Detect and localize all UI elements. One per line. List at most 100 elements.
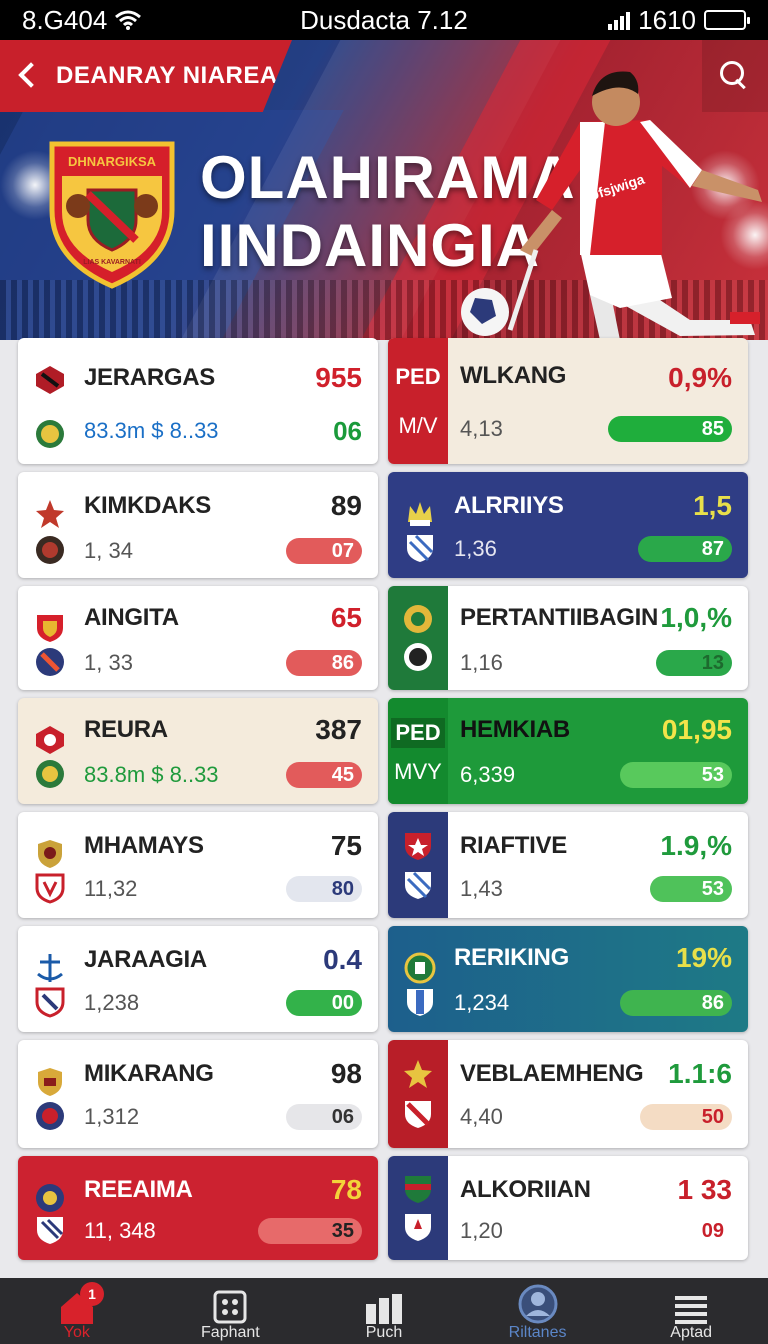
grid-icon [213,1290,247,1324]
status-battery-text: 1610 [638,4,696,35]
team-stat: 11,32 [84,876,138,901]
search-button[interactable] [702,40,768,112]
team-score: 65 [330,602,362,633]
right-card-6[interactable]: RERIKING 19% 1,234 86 [388,926,748,1032]
shield-icon [405,1101,431,1128]
right-card-7[interactable]: VEBLAEMHENG 1.1:6 4,40 50 [388,1040,748,1148]
team-stat: 1,36 [454,536,497,561]
shield-icon [405,832,431,860]
team-name: RERIKING [454,944,569,971]
right-card-4[interactable]: PED MVY HEMKIAB 01,95 6,339 53 [388,698,748,804]
team-stat: 4,40 [460,1104,503,1129]
team-name: PERTANTIIBAGIN [460,604,659,631]
hero-title-line2: IINDAINGIA [200,212,540,279]
left-card-3[interactable]: AINGITA 65 1, 33 86 [18,586,378,690]
crest-icon [36,648,64,676]
team-name: ALRRIIYS [454,492,564,519]
left-card-4[interactable]: REURA 387 83.8m $ 8..33 45 [18,698,378,804]
team-stat-pill: 86 [620,990,732,1016]
team-stat-pill: 53 [620,762,732,788]
club-crest-logo: DHNARGIKSA LIAS KAVARNATI [49,141,175,289]
nav-item-stats[interactable]: Puch [307,1278,461,1344]
nav-label: Puch [365,1324,403,1341]
hero-banner: DEANRAY NIAREA DHNARGIKSA LIAS KAVARNATI… [0,40,768,340]
right-card-2[interactable]: ALRRIIYS 1,5 1,36 87 [388,472,748,578]
team-stat-pill: 13 [656,650,732,676]
battery-icon [704,10,750,30]
team-stat: 4,13 [460,416,503,441]
profile-icon [518,1284,558,1324]
crest-icon [404,605,432,633]
right-card-8[interactable]: ALKORIIAN 1 33 1,20 09 [388,1156,748,1260]
tag-mv: MVY [394,758,442,784]
signal-icon [608,10,631,30]
status-bar: 8.G404 Dusdacta 7.12 1610 [0,0,768,40]
crest-icon [38,840,62,868]
back-icon[interactable] [16,63,42,89]
right-card-5[interactable]: RIAFTIVE 1.9,% 1,43 53 [388,812,748,918]
nav-item-profile[interactable]: Riltanes [461,1278,615,1344]
crest-icon [405,1176,431,1203]
crown-icon [408,502,432,526]
team-stat: 1, 34 [84,538,133,563]
left-card-1[interactable]: JERARGAS 955 83.3m $ 8..33 06 [18,338,378,464]
team-name: RIAFTIVE [460,832,567,859]
team-stat-pill: 85 [608,416,732,442]
team-stat: 1, 33 [84,650,133,675]
team-stat: 1,43 [460,876,503,901]
team-stat-pill: 35 [258,1218,362,1244]
team-name: REEAIMA [84,1176,193,1203]
shield-icon [37,1217,64,1244]
team-badge-icon [36,366,64,394]
left-card-5[interactable]: MHAMAYS 75 11,32 80 [18,812,378,918]
tag-mv: M/V [398,412,438,438]
team-score: 1,5 [693,490,732,521]
team-name: REURA [84,716,168,743]
team-score: 1.9,% [660,830,732,861]
nav-item-menu[interactable]: Aptad [614,1278,768,1344]
left-card-7[interactable]: MIKARANG 98 1,312 06 [18,1040,378,1148]
menu-icon [675,1296,708,1324]
team-name: WLKANG [460,362,567,389]
right-card-1[interactable]: PED M/V WLKANG 0,9% 4,13 85 [388,338,748,464]
header-bar: DEANRAY NIAREA [0,40,292,112]
header-title: DEANRAY NIAREA [56,62,278,89]
svg-text:DHNARGIKSA: DHNARGIKSA [68,154,157,169]
tag-ped: PED [395,363,441,389]
crest-icon [36,1102,64,1130]
team-name: HEMKIAB [460,716,570,743]
right-card-3[interactable]: PERTANTIIBAGIN 1,0,% 1,16 13 [388,586,748,690]
status-carrier: 8.G404 [22,4,108,35]
team-stat: 1,312 [84,1104,140,1129]
team-stat-pill: 86 [286,650,362,676]
team-score: 89 [330,490,362,521]
nav-item-grid[interactable]: Faphant [154,1278,308,1344]
team-score: 1,0,% [660,602,732,633]
team-name: AINGITA [84,604,179,631]
left-card-8[interactable]: REEAIMA 78 11, 348 35 [18,1156,378,1260]
team-score: 98 [330,1058,362,1089]
team-stat: 83.8m $ 8..33 [84,762,219,787]
svg-text:LIAS KAVARNATI: LIAS KAVARNATI [83,259,141,266]
team-stat-pill: 45 [286,762,362,788]
nav-item-home[interactable]: 1 Yok [0,1278,154,1344]
tag-ped: PED [391,717,445,748]
team-name: JARAAGIA [84,946,207,973]
left-card-6[interactable]: JARAAGIA 0.4 1,238 00 [18,926,378,1032]
stats-icon [365,1294,402,1324]
team-score: 19% [675,942,732,973]
team-score: 0.4 [323,944,362,975]
team-score: 1 33 [677,1174,733,1205]
team-stat-pill: 06 [333,416,362,446]
team-name: VEBLAEMHENG [460,1060,644,1087]
team-score: 1.1:6 [668,1058,732,1089]
team-stat-pill: 53 [650,876,732,902]
team-stat-pill: 06 [286,1104,362,1130]
left-card-2[interactable]: KIMKDAKS 89 1, 34 07 [18,472,378,578]
team-name: MIKARANG [84,1060,214,1087]
shield-icon [405,871,432,899]
crest-icon [404,643,432,671]
team-name: KIMKDAKS [84,492,211,519]
team-stat-pill: 80 [286,876,362,902]
nav-label: Yok [63,1324,90,1341]
